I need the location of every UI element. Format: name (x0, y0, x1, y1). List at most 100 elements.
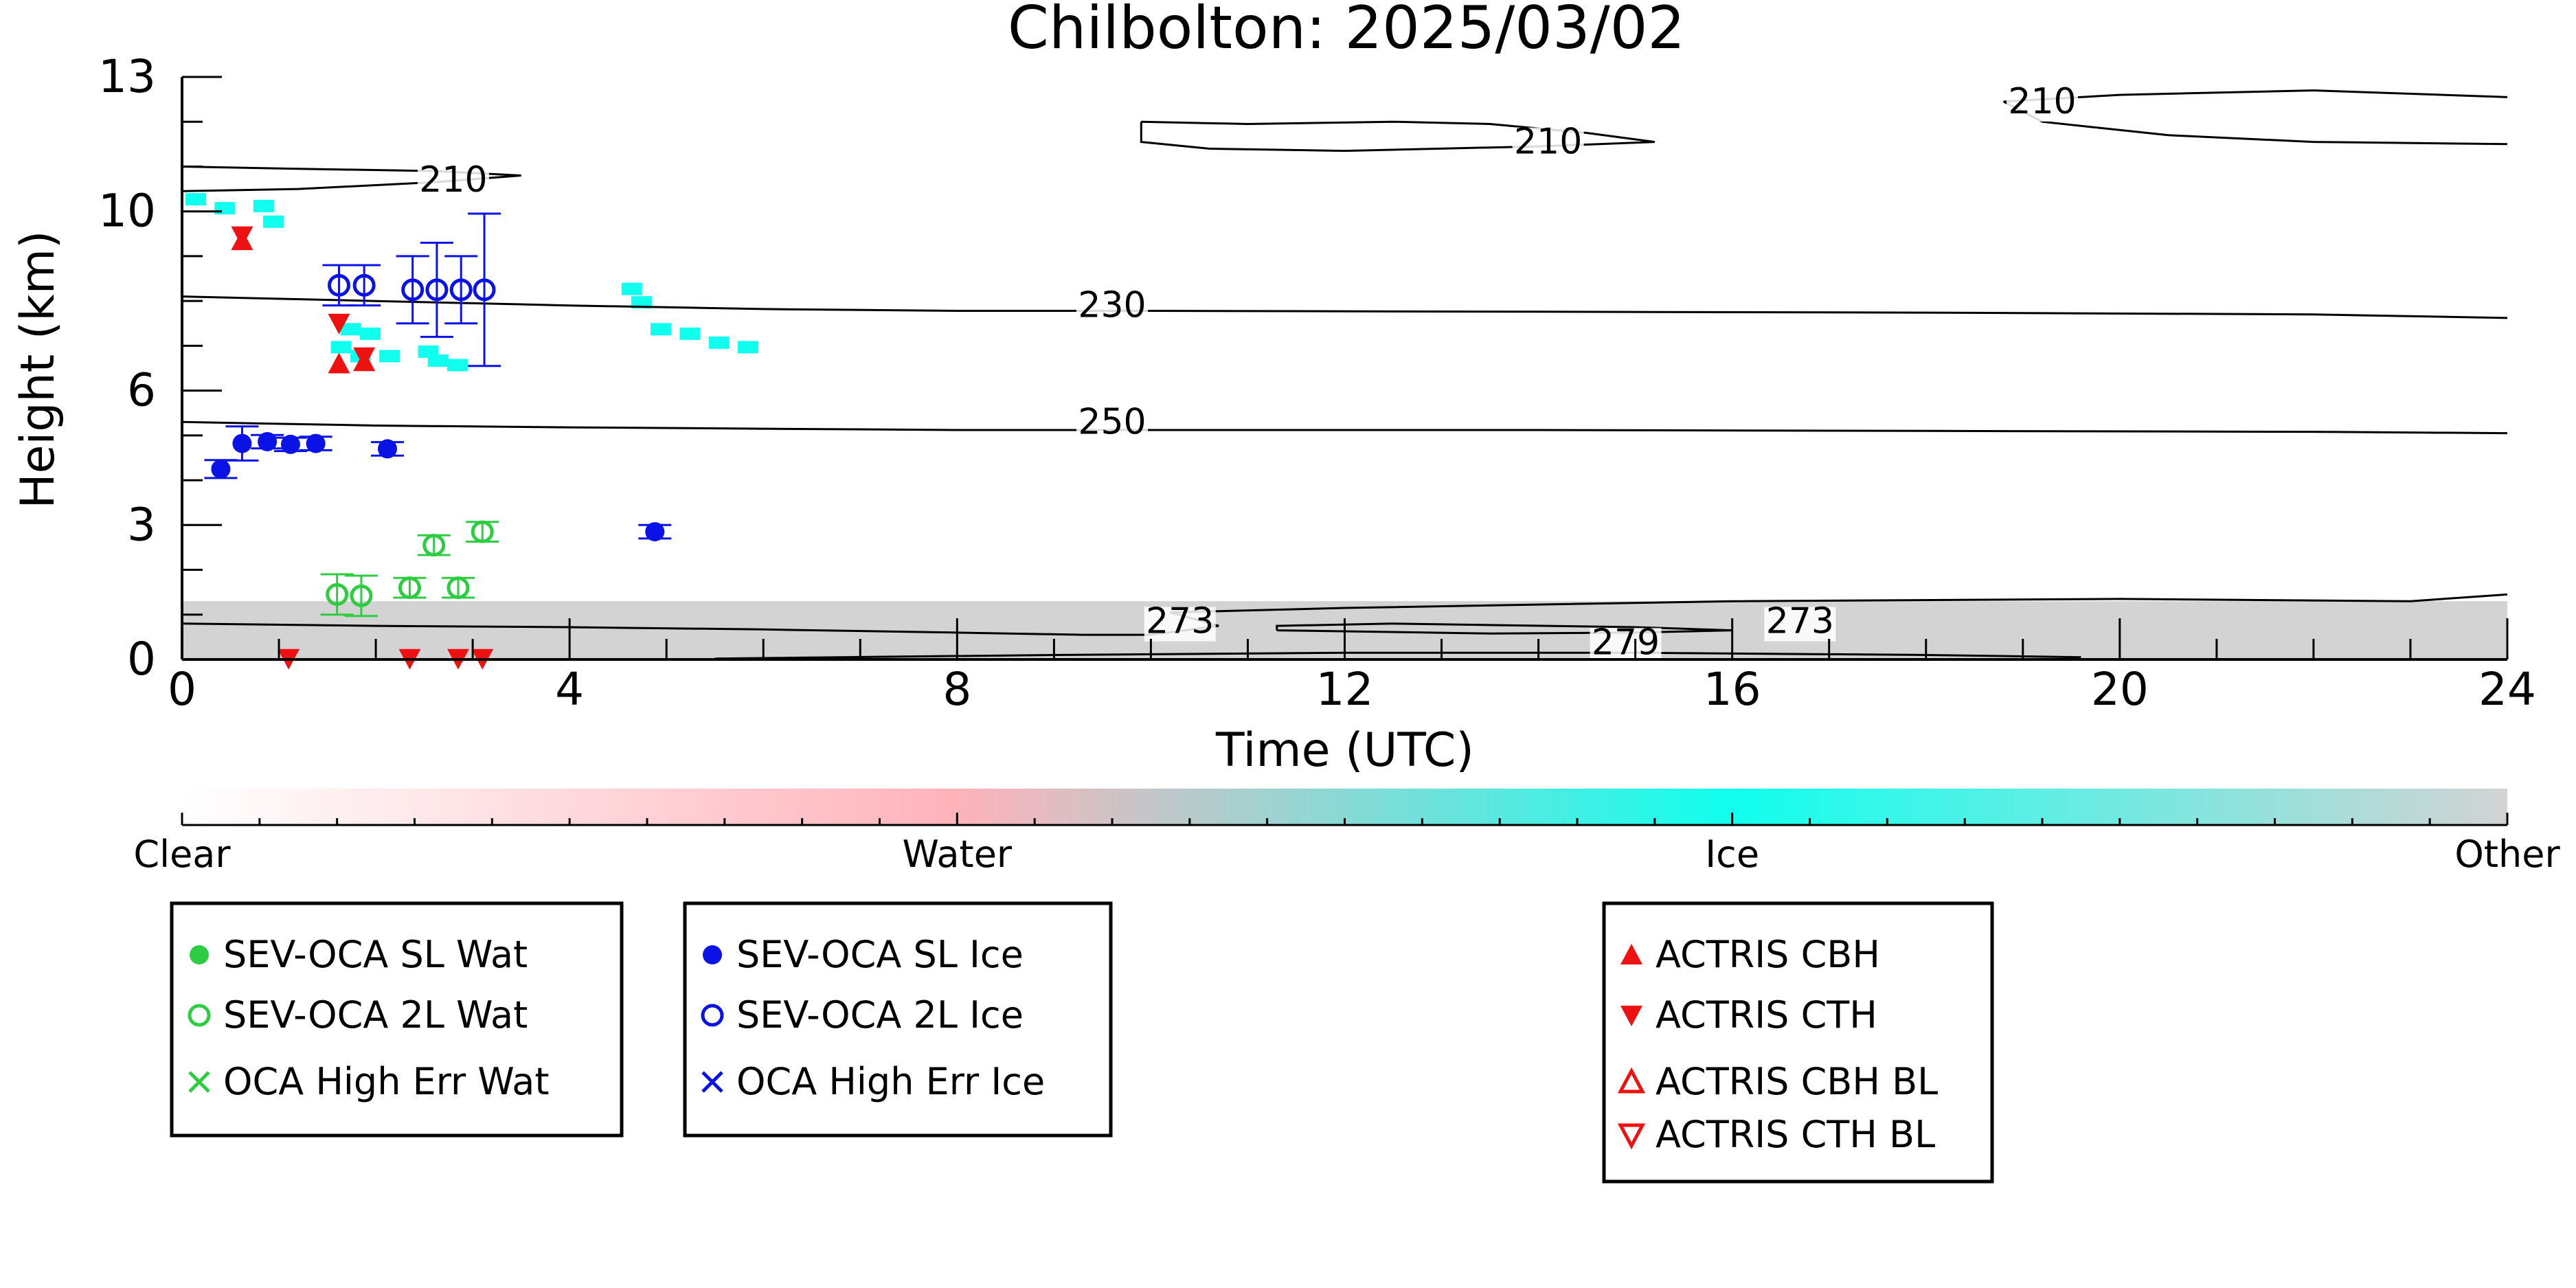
cloud-ice-pixel (253, 199, 274, 212)
y-axis-label: Height (km) (11, 230, 65, 508)
contour-label: 250 (1078, 401, 1146, 442)
contour-label-background (417, 166, 489, 201)
colorbar-label-water: Water (903, 833, 1013, 876)
cloud-ice-pixel (738, 341, 759, 354)
contour-250-line (182, 420, 2507, 435)
contour-label-background (1764, 607, 1836, 642)
data-point (471, 520, 494, 543)
legend-marker (701, 1004, 724, 1027)
temperature-contours: 210 210 210 230 250 273 273 279 (182, 81, 2507, 663)
legend: SEV-OCA SL Wat SEV-OCA 2L Wat OCA High Err… (170, 901, 1994, 1184)
cloud-ice-pixel (631, 296, 652, 309)
contour-210-line (182, 166, 521, 192)
legend-box-2: SEV-OCA SL Ice SEV-OCA 2L Ice OCA High Err… (683, 901, 1113, 1138)
data-point (258, 431, 278, 451)
series-sev-oca-2l-ice (322, 212, 501, 368)
legend-frame (683, 901, 1113, 1138)
cloud-ice-pixel (621, 282, 642, 295)
cloud-ice-pixel (379, 350, 400, 363)
legend-marker (1617, 1123, 1646, 1150)
legend-marker (190, 945, 209, 964)
legend-label: SEV-OCA SL Wat (223, 933, 528, 976)
contour-210-line (1140, 120, 1655, 152)
data-series (204, 212, 672, 670)
colorbar-label-other: Other (2454, 833, 2560, 876)
x-axis-label: Time (UTC) (1215, 723, 1474, 778)
x-tick-label: 4 (555, 663, 584, 716)
chart-title: Chilbolton: 2025/03/02 (1008, 0, 1685, 63)
colorbar-label-ice: Ice (1705, 833, 1759, 876)
legend-label: OCA High Err Ice (736, 1060, 1045, 1103)
data-point (280, 434, 300, 454)
contour-label: 273 (1766, 601, 1834, 642)
legend-box-1: SEV-OCA SL Wat SEV-OCA 2L Wat OCA High Err… (170, 901, 624, 1138)
legend-label: ACTRIS CBH (1656, 933, 1880, 976)
legend-label: ACTRIS CTH BL (1656, 1113, 1935, 1156)
data-point (328, 313, 350, 335)
cloud-ice-pixel (708, 336, 730, 349)
data-point (398, 576, 421, 600)
data-point (328, 352, 350, 374)
y-tick-label: 6 (127, 364, 156, 417)
contour-label: 230 (1078, 285, 1146, 326)
colorbar: Clear Water Ice Other (133, 789, 2560, 876)
contour-label: 210 (2008, 81, 2076, 122)
legend-box-3: ACTRIS CBH ACTRIS CTH ACTRIS CBH BL ACTRIS … (1602, 901, 1994, 1184)
x-tick-label: 16 (1704, 663, 1761, 716)
x-tick-label: 0 (168, 663, 196, 716)
x-tick-label: 8 (942, 663, 971, 716)
cloud-ice-pixel (185, 193, 207, 206)
legend-marker (1620, 1006, 1642, 1026)
x-tick-label: 24 (2478, 663, 2536, 716)
y-tick-label: 10 (98, 185, 156, 238)
legend-marker (701, 1071, 723, 1093)
data-point (232, 433, 252, 453)
data-point (326, 583, 349, 606)
colorbar-labels: Clear Water Ice Other (133, 833, 2560, 876)
data-point (473, 278, 496, 302)
data-point (327, 273, 350, 297)
cloud-ice-pixel (359, 327, 381, 340)
x-tick-label: 20 (2091, 663, 2149, 716)
data-point (231, 226, 253, 247)
legend-label: ACTRIS CBH BL (1656, 1060, 1938, 1103)
legend-marker (1620, 944, 1642, 964)
plot-area: 210 210 210 230 250 273 273 279 0 4 8 12 16 20 24 0 3 6 1… (98, 50, 2536, 716)
cloud-ice-pixel (214, 202, 236, 215)
data-point (645, 522, 665, 542)
data-point (378, 439, 398, 459)
data-point (401, 278, 425, 302)
y-tick-label: 0 (127, 633, 156, 686)
contour-label-background (1590, 628, 1662, 659)
cloud-ice-pixel (651, 323, 672, 336)
cloud-ice-pixel (340, 323, 361, 336)
series-sev-oca-2l-wat (320, 520, 499, 618)
contour-273-line (1276, 622, 1732, 635)
contour-label-background (1144, 607, 1216, 642)
cloud-ice-pixel (679, 327, 701, 340)
contour-label: 273 (1146, 601, 1214, 642)
cloud-ice-pixel (262, 215, 284, 228)
contour-279-line (714, 651, 2081, 659)
cloud-ice-pixel (427, 354, 449, 367)
legend-frame (170, 901, 624, 1138)
data-point (353, 347, 376, 368)
legend-label: OCA High Err Wat (223, 1060, 550, 1103)
plot-background (182, 77, 2507, 659)
legend-label: SEV-OCA 2L Ice (736, 993, 1024, 1037)
cloud-ice-pixel (330, 341, 352, 354)
legend-frame (1602, 901, 1994, 1184)
data-point (425, 278, 449, 302)
contour-label-background (1512, 127, 1584, 162)
legend-marker (1617, 1067, 1646, 1094)
data-point (306, 433, 326, 453)
y-tick-label: 13 (98, 50, 156, 103)
data-point (350, 584, 373, 607)
series-sev-oca-sl-ice (204, 425, 672, 542)
contour-label-background (2007, 87, 2078, 122)
contour-label: 279 (1592, 622, 1660, 663)
contour-230-line (182, 295, 2507, 319)
legend-label: SEV-OCA SL Ice (736, 933, 1024, 976)
x-tick-label: 12 (1316, 663, 1374, 716)
